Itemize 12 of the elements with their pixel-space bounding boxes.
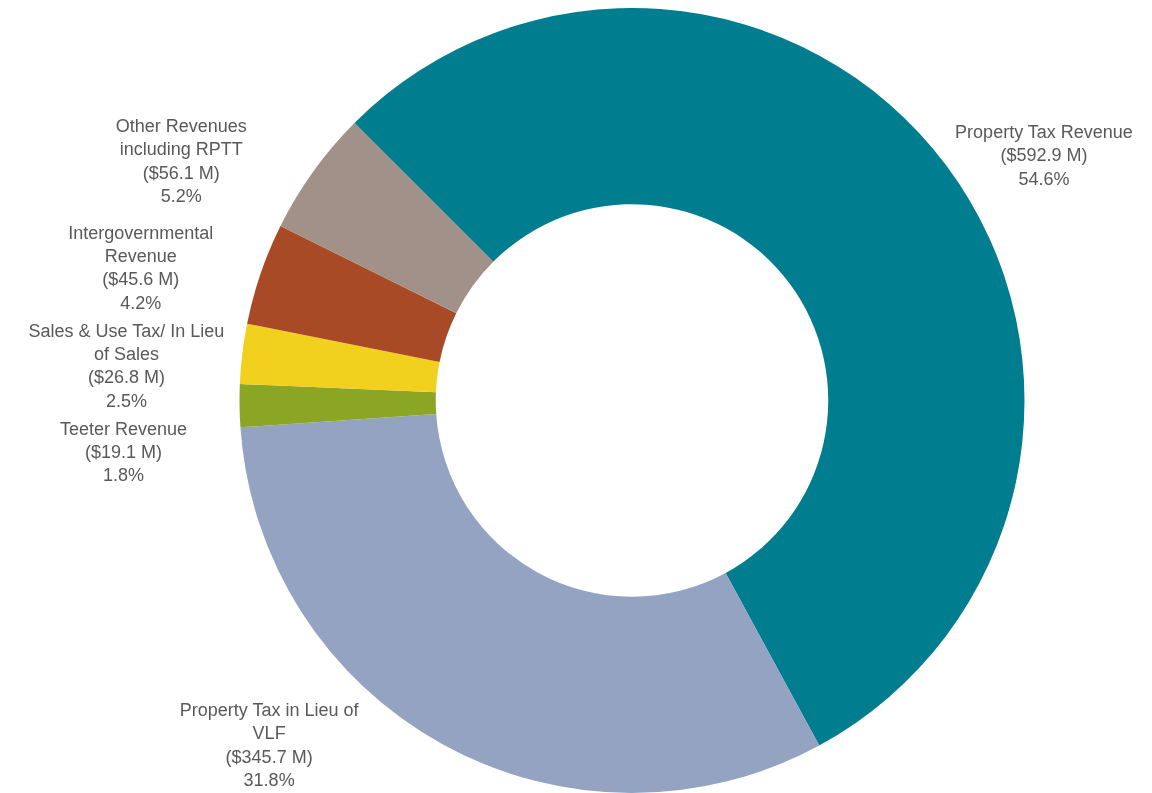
slice-label: Teeter Revenue (59, 417, 189, 441)
slice-label: Sales & Use Tax/ In Lieu of Sales (27, 319, 226, 366)
data-label: ($592.9 M) 54.6% (999, 144, 1089, 191)
slice-label: Other Revenues including RPTT (114, 115, 248, 162)
data-label: ($345.7 M) 31.8% (224, 745, 314, 793)
data-label: ($26.8 M) 2.5% (86, 366, 166, 413)
data-label: ($19.1 M) 1.8% (84, 440, 164, 488)
slice-label: Property Tax Revenue (954, 121, 1134, 145)
data-label: ($56.1 M) 5.2% (141, 161, 221, 209)
slice-label: Intergovernmental Revenue (67, 221, 215, 268)
slice-label: Property Tax in Lieu of VLF (178, 699, 360, 746)
data-label: ($45.6 M) 4.2% (101, 268, 181, 315)
